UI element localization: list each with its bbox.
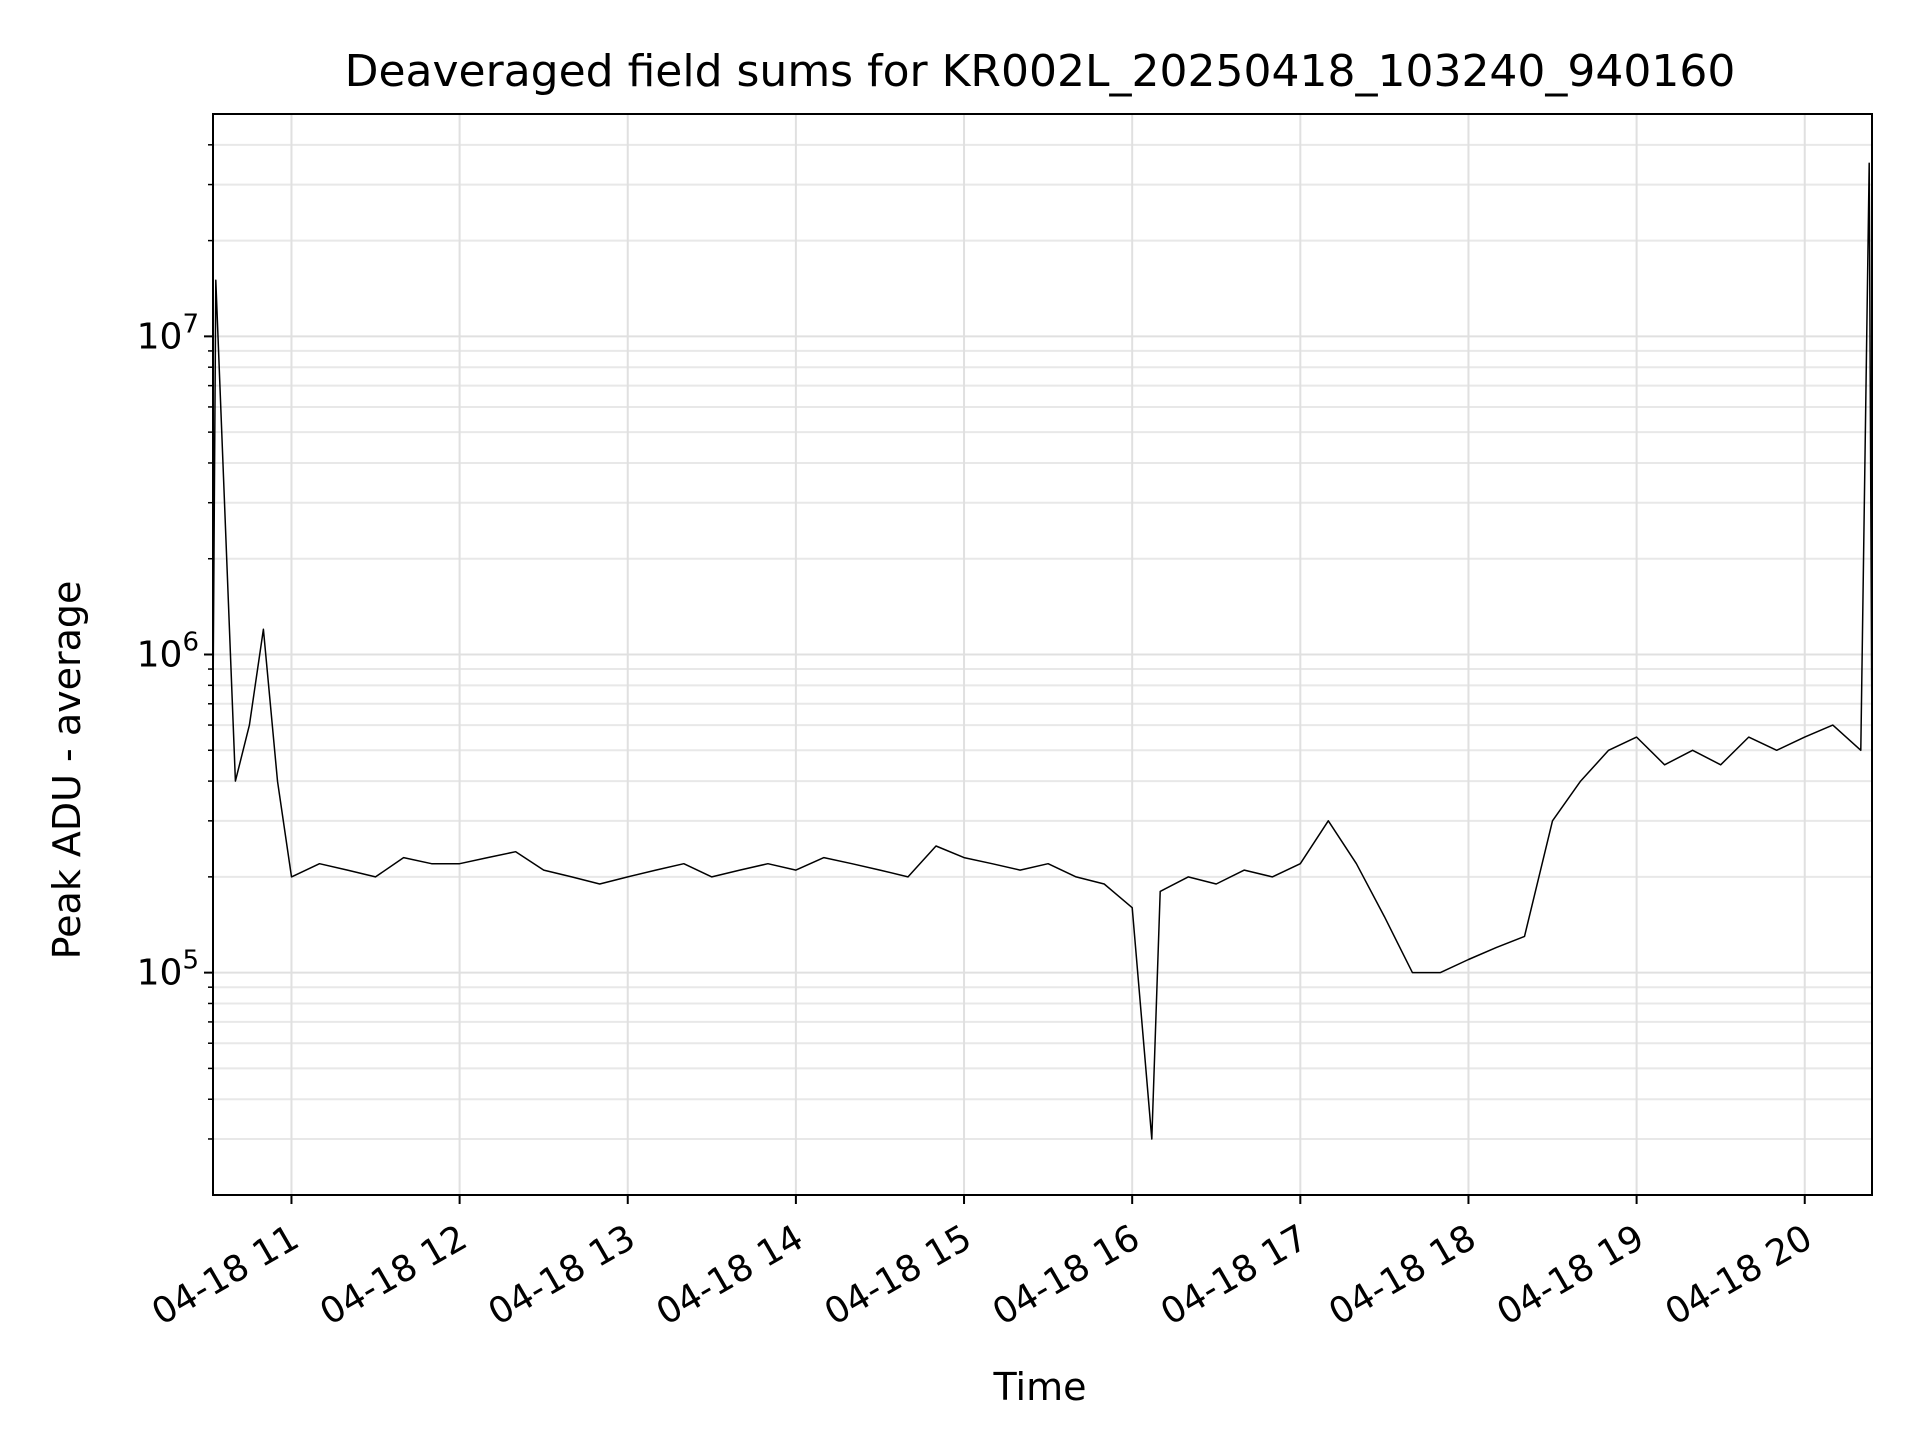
x-tick-label: 04-18 15 [818,1217,979,1333]
y-tick-label: 106 [137,628,199,676]
x-tick-label: 04-18 13 [482,1217,643,1333]
x-tick-label: 04-18 18 [1322,1217,1483,1333]
x-tick-label: 04-18 11 [145,1217,306,1333]
x-tick-label: 04-18 16 [986,1217,1147,1333]
x-tick-label: 04-18 19 [1490,1217,1651,1333]
x-tick-label: 04-18 14 [650,1217,811,1333]
x-tick-label: 04-18 17 [1154,1217,1315,1333]
y-tick-label: 107 [137,309,199,357]
series-layer [212,162,1873,1140]
x-axis-label: Time [993,1365,1087,1409]
chart-title: Deaveraged field sums for KR002L_2025041… [345,46,1736,97]
y-axis-label: Peak ADU - average [45,581,89,960]
grid [213,114,1872,1195]
series-line [212,162,1873,1140]
x-tick-label: 04-18 20 [1659,1217,1820,1333]
x-tick-label: 04-18 12 [313,1217,474,1333]
y-tick-label: 105 [137,946,199,994]
